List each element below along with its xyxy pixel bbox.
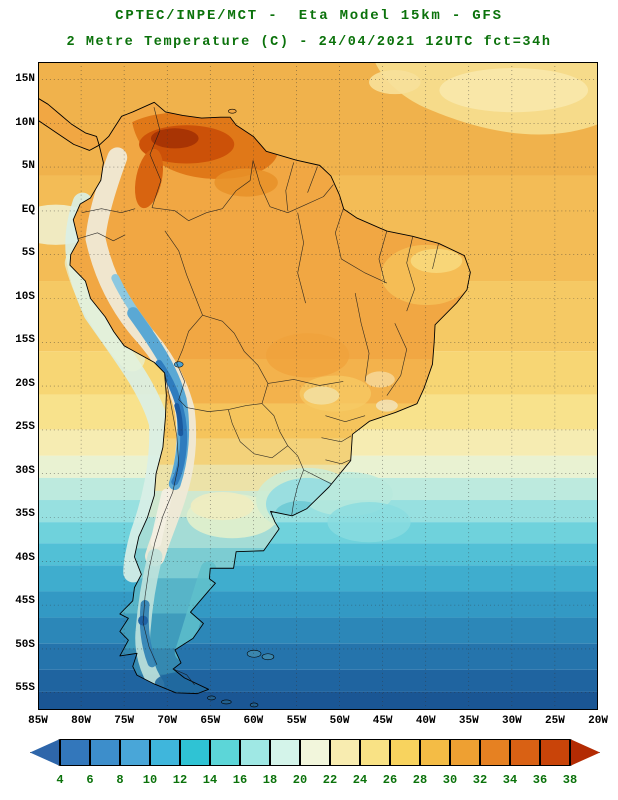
- colorbar-tick-label: 14: [202, 773, 218, 787]
- colorbar-tick-label: 36: [532, 773, 548, 787]
- lat-label: 10N: [15, 116, 35, 129]
- falkland-islands: [246, 649, 262, 658]
- lat-label: 15S: [15, 334, 35, 347]
- central-america-coast: [38, 97, 100, 151]
- lon-label: 30W: [501, 715, 522, 727]
- trinidad-island: [228, 108, 237, 114]
- map-frame: [38, 62, 598, 710]
- colorbar-tick-label: 16: [232, 773, 248, 787]
- lat-label: 50S: [15, 638, 35, 651]
- lat-label: 15N: [15, 73, 35, 86]
- lon-label: 75W: [114, 715, 135, 727]
- lon-label: 20W: [588, 715, 608, 727]
- colorbar-segment: [300, 739, 330, 766]
- colorbar-segment: [210, 739, 240, 766]
- lon-label: 25W: [545, 715, 565, 727]
- page-subtitle: 2 Metre Temperature (C) - 24/04/2021 12U…: [66, 35, 552, 50]
- lon-label: 65W: [200, 715, 221, 727]
- lat-label: 40S: [15, 551, 35, 564]
- colorbar-segment: [150, 739, 180, 766]
- colorbar-tick-label: 26: [382, 773, 398, 787]
- lon-label: 80W: [71, 715, 91, 727]
- lat-label: 55S: [15, 682, 35, 695]
- colorbar-segment: [90, 739, 120, 766]
- colorbar-tick-label: 20: [292, 773, 308, 787]
- andes-cold-region: [85, 147, 197, 693]
- lat-label: 10S: [15, 290, 35, 303]
- colorbar-tick-label: 28: [412, 773, 428, 787]
- colorbar-segment: [570, 739, 600, 766]
- lat-label: 5N: [21, 160, 35, 173]
- colorbar-segment: [240, 739, 270, 766]
- lat-label: 25S: [15, 421, 35, 434]
- lon-label: 35W: [458, 715, 479, 727]
- lon-label: 70W: [157, 715, 178, 727]
- lat-label: 45S: [15, 595, 35, 608]
- lat-label: 30S: [15, 464, 35, 477]
- colorbar-tick-label: 8: [116, 773, 124, 787]
- lake-titicaca: [174, 361, 184, 368]
- colorbar-segment: [540, 739, 570, 766]
- lat-label: 5S: [21, 247, 35, 260]
- colorbar-segment: [390, 739, 420, 766]
- colorbar-tick-label: 10: [142, 773, 158, 787]
- page-title: CPTEC/INPE/MCT - Eta Model 15km - GFS: [115, 8, 503, 24]
- lat-label: 20S: [15, 377, 35, 390]
- colorbar-tick-label: 22: [322, 773, 338, 787]
- lon-label: 60W: [243, 715, 264, 727]
- colorbar-segment: [450, 739, 480, 766]
- colorbar-tick-label: 38: [562, 773, 578, 787]
- colorbar-tick-label: 30: [442, 773, 458, 787]
- colorbar-segment: [120, 739, 150, 766]
- colorbar-segment: [420, 739, 450, 766]
- south-america-temperature-map: [38, 62, 598, 710]
- colorbar-tick-label: 34: [502, 773, 518, 787]
- colorbar-tick-label: 18: [262, 773, 278, 787]
- colorbar-segment: [360, 739, 390, 766]
- lon-label: 55W: [286, 715, 307, 727]
- colorbar-segment: [180, 739, 210, 766]
- lon-label: 85W: [28, 715, 48, 727]
- colorbar-segment: [330, 739, 360, 766]
- colorbar-tick-label: 6: [86, 773, 94, 787]
- colorbar-segment: [480, 739, 510, 766]
- islands: [207, 108, 275, 708]
- lon-label: 45W: [372, 715, 393, 727]
- colorbar-segment: [270, 739, 300, 766]
- lat-label: EQ: [21, 203, 35, 216]
- colorbar-tick-label: 32: [472, 773, 488, 787]
- lon-label: 40W: [415, 715, 436, 727]
- colorbar-segment: [30, 739, 60, 766]
- colorbar-tick-label: 4: [56, 773, 64, 787]
- colorbar-tick-label: 12: [172, 773, 188, 787]
- colorbar-segment: [510, 739, 540, 766]
- lon-label: 50W: [329, 715, 350, 727]
- lat-label: 35S: [15, 508, 35, 521]
- colorbar-tick-label: 24: [352, 773, 368, 787]
- coastline: [38, 97, 471, 695]
- colorbar-segment: [60, 739, 90, 766]
- colorbar: [30, 739, 600, 766]
- country-borders: [77, 107, 439, 686]
